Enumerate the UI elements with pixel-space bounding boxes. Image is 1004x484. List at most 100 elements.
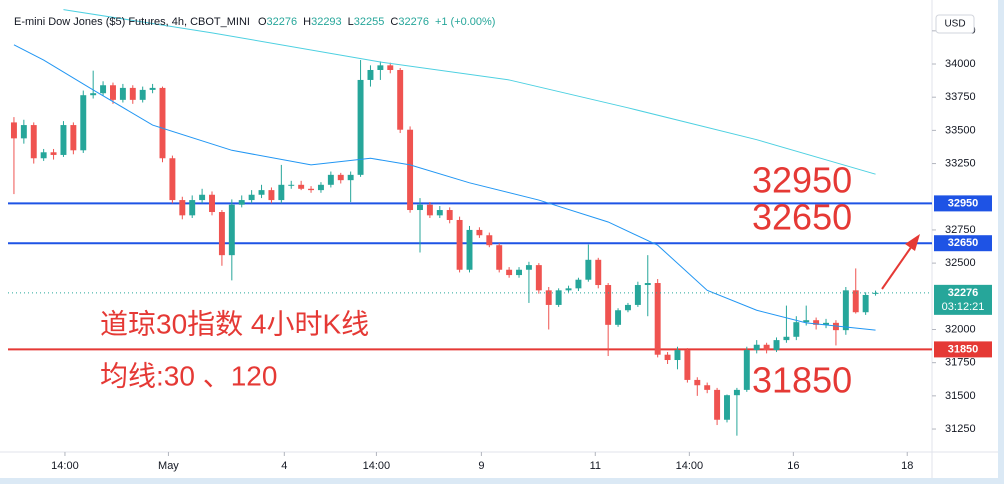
candle-body bbox=[634, 285, 641, 305]
header-title: E-mini Dow Jones ($5) Futures, 4h, CBOT_… bbox=[14, 16, 250, 28]
y-tick-label: 32750 bbox=[945, 224, 976, 236]
level-annotation: 32650 bbox=[752, 197, 852, 238]
x-tick-label: May bbox=[158, 460, 179, 472]
candle-body bbox=[70, 125, 77, 151]
arrow-head bbox=[905, 234, 920, 251]
annotation: 均线:30 、120 bbox=[100, 360, 277, 391]
candle-body bbox=[228, 204, 235, 256]
candle-body bbox=[149, 87, 156, 90]
level-annotation: 31850 bbox=[752, 360, 852, 401]
ohlc-value: 32293 bbox=[311, 16, 342, 28]
candle-body bbox=[308, 188, 315, 191]
y-tick-label: 33500 bbox=[945, 124, 976, 136]
header: E-mini Dow Jones ($5) Futures, 4h, CBOT_… bbox=[14, 16, 495, 28]
candle-body bbox=[793, 322, 800, 337]
y-tick-label: 31250 bbox=[945, 423, 976, 435]
candle-body bbox=[110, 85, 116, 100]
level-label-box bbox=[934, 195, 992, 212]
arrow bbox=[881, 242, 915, 290]
x-tick-label: 14:00 bbox=[363, 460, 391, 472]
candle-body bbox=[476, 229, 483, 236]
candle-body bbox=[714, 389, 721, 420]
candle-body bbox=[575, 279, 582, 289]
candle-body bbox=[783, 336, 790, 341]
x-tick-label: 14:00 bbox=[51, 460, 79, 472]
plot-area bbox=[8, 9, 932, 436]
candle-body bbox=[555, 290, 562, 305]
candle-body bbox=[832, 322, 839, 331]
ohlc-value: 32276 bbox=[267, 16, 298, 28]
currency[interactable]: USD bbox=[944, 19, 965, 30]
candle-body bbox=[10, 122, 17, 139]
candle-body bbox=[169, 158, 176, 201]
candle-body bbox=[753, 344, 760, 351]
candle-body bbox=[803, 320, 810, 323]
candle-body bbox=[238, 200, 245, 205]
candle-body bbox=[129, 87, 136, 100]
candle-body bbox=[209, 194, 215, 213]
current-price-box bbox=[934, 284, 992, 315]
x-tick-label: 14:00 bbox=[676, 460, 704, 472]
candle-body bbox=[278, 184, 285, 201]
candle-body bbox=[20, 125, 27, 139]
candle-body bbox=[298, 184, 305, 189]
candle-body bbox=[80, 95, 87, 151]
candle-body bbox=[516, 269, 522, 276]
candle-body bbox=[852, 290, 859, 313]
candle-body bbox=[506, 269, 513, 276]
candle-body bbox=[763, 344, 770, 351]
candle-body bbox=[605, 285, 612, 325]
candle-body bbox=[813, 320, 820, 325]
candle-body bbox=[565, 288, 572, 291]
level-label-box bbox=[934, 235, 992, 252]
candle-body bbox=[139, 89, 146, 100]
candle-body bbox=[377, 65, 384, 70]
candle-body bbox=[159, 87, 166, 159]
candle-body bbox=[724, 395, 730, 420]
countdown: 03:12:21 bbox=[942, 301, 985, 313]
candle-body bbox=[486, 235, 493, 246]
x-tick-label: 4 bbox=[281, 460, 287, 472]
candle-body bbox=[743, 350, 750, 390]
candle-body bbox=[545, 290, 552, 305]
candle-body bbox=[674, 350, 681, 361]
candle-body bbox=[535, 265, 542, 291]
x-tick-label: 16 bbox=[787, 460, 799, 472]
candle-body bbox=[288, 184, 295, 186]
candle-body bbox=[704, 385, 711, 390]
y-tick-label: 34000 bbox=[945, 58, 976, 70]
candle-body bbox=[397, 69, 404, 130]
candle-body bbox=[30, 125, 37, 159]
candle-body bbox=[119, 87, 126, 100]
candle-body bbox=[100, 85, 107, 94]
candle-body bbox=[823, 322, 830, 325]
candle-body bbox=[90, 93, 97, 96]
candle-body bbox=[407, 129, 414, 211]
ohlc-value: 32276 bbox=[398, 16, 429, 28]
candle-body bbox=[268, 190, 275, 201]
ohlc-value: 32255 bbox=[354, 16, 385, 28]
candle-body bbox=[773, 340, 780, 351]
candle-body bbox=[367, 69, 374, 80]
candle-body bbox=[327, 174, 334, 185]
candle-body bbox=[248, 194, 255, 201]
ohlc-label: O bbox=[258, 16, 267, 28]
current-price-label: 32276 bbox=[948, 287, 979, 299]
y-tick-label: 33750 bbox=[945, 91, 976, 103]
level-annotation: 32950 bbox=[752, 160, 852, 201]
change: +1 (+0.00%) bbox=[435, 16, 496, 28]
y-tick-label: 33250 bbox=[945, 157, 976, 169]
candle-body bbox=[317, 184, 324, 191]
level-label: 32950 bbox=[948, 197, 979, 209]
candle-body bbox=[872, 292, 879, 294]
candle-body bbox=[525, 265, 532, 270]
x-tick-label: 18 bbox=[901, 460, 913, 472]
annotation: 道琼30指数 4小时K线 bbox=[100, 308, 369, 339]
candle-body bbox=[387, 65, 394, 70]
currency-button[interactable] bbox=[935, 14, 975, 34]
level-label-box bbox=[934, 341, 992, 358]
candle-body bbox=[417, 204, 423, 211]
candle-body bbox=[50, 152, 57, 155]
ohlc-label: H bbox=[303, 16, 311, 28]
